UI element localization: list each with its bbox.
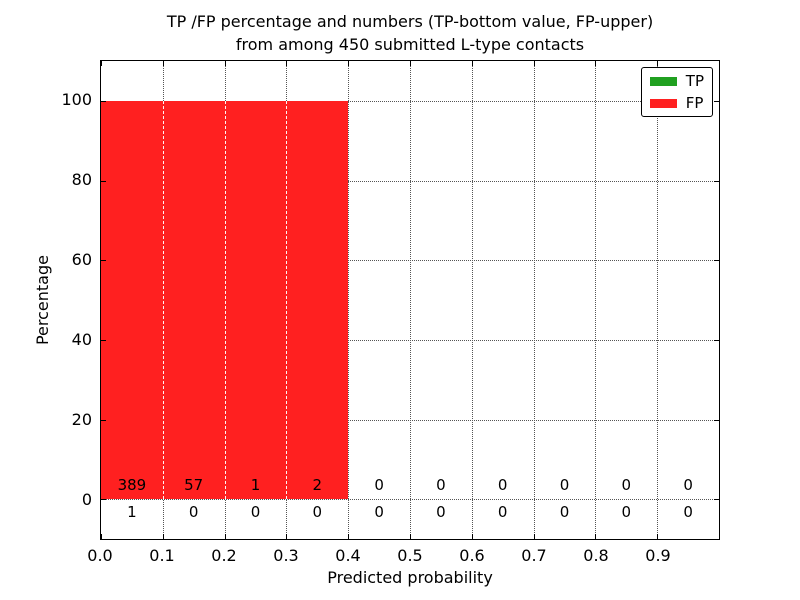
legend-item-tp: TP [649,72,704,90]
x-tick-label: 0.9 [645,546,671,565]
x-tick-bottom [162,534,164,539]
y-gridline [101,499,719,501]
x-tick-top [533,61,535,66]
fp-count-label: 0 [621,476,632,495]
tp-count-label: 0 [188,503,199,522]
legend-swatch-tp [649,76,677,86]
fp-bar [162,100,225,500]
x-tick-top [410,61,411,66]
fp-count-label: 0 [683,476,693,495]
y-tick-left [101,339,106,341]
x-tick-label: 0.0 [87,546,113,565]
tp-count-label: 0 [621,503,632,522]
x-tick-label: 0.4 [335,546,361,565]
fp-count-label: 2 [312,476,323,495]
plot-area: 389 57 1 2 0 0 0 0 0 0 1 0 0 0 0 0 0 0 0 0 TP FP [100,60,720,540]
x-tick-label: 0.3 [273,546,299,565]
fp-count-label: 389 [117,476,147,495]
tp-count-label: 0 [436,503,446,522]
legend-label-tp: TP [685,72,704,90]
fp-count-label: 0 [497,476,508,495]
y-tick-label: 60 [71,250,92,269]
fp-bar [286,100,349,500]
x-tick-top [348,61,350,66]
fp-count-label: 0 [559,476,570,495]
y-tick-label: 40 [71,330,92,349]
tp-count-label: 0 [497,503,508,522]
x-tick-bottom [348,534,350,539]
legend: TP FP [640,67,713,117]
x-tick-top [286,61,288,66]
y-tick-label: 100 [61,90,92,109]
y-tick-right [714,100,719,102]
tp-count-label: 0 [374,503,384,522]
y-gridline [101,100,719,102]
x-tick-bottom [471,534,473,539]
x-gridline [533,61,535,539]
fp-bar [101,100,163,500]
x-tick-top [101,61,102,66]
legend-item-fp: FP [649,94,704,112]
x-tick-top [657,61,659,66]
fp-count-label: 0 [436,476,446,495]
y-tick-right [714,260,719,262]
y-tick-left [101,499,106,501]
x-gridline [595,61,597,539]
fp-count-label: 1 [250,476,261,495]
x-tick-label: 0.6 [459,546,485,565]
x-tick-label: 0.5 [397,546,423,565]
fp-bar [224,100,287,500]
x-tick-bottom [410,534,411,539]
x-axis-label: Predicted probability [327,568,493,587]
y-gridline [101,339,719,341]
tp-count-label: 0 [312,503,323,522]
fp-count-label: 57 [184,476,204,495]
y-tick-left [101,180,106,182]
x-tick-bottom [595,534,597,539]
y-tick-label: 0 [81,490,92,509]
x-tick-top [224,61,226,66]
y-tick-label: 20 [71,410,92,429]
x-gridline [657,61,659,539]
y-gridline [101,419,719,421]
y-tick-right [714,419,719,421]
x-tick-label: 0.8 [583,546,609,565]
chart-title-line2: from among 450 submitted L-type contacts [235,35,585,54]
y-tick-right [714,339,719,341]
x-gridline [471,61,473,539]
x-tick-bottom [101,534,102,539]
x-tick-bottom [657,534,659,539]
x-gridline [348,61,350,539]
chart-title: TP /FP percentage and numbers (TP-bottom… [100,10,720,56]
y-tick-right [714,499,719,501]
x-gridline [410,61,411,539]
x-tick-top [595,61,597,66]
x-tick-label: 0.7 [521,546,547,565]
x-tick-label: 0.2 [211,546,237,565]
x-tick-label: 0.1 [149,546,175,565]
fp-count-label: 0 [374,476,384,495]
chart-title-line1: TP /FP percentage and numbers (TP-bottom… [166,12,654,31]
y-gridline [101,260,719,262]
legend-swatch-fp [649,98,677,108]
tp-count-label: 1 [127,503,137,522]
x-tick-bottom [533,534,535,539]
tp-count-label: 0 [683,503,693,522]
x-tick-bottom [224,534,226,539]
legend-label-fp: FP [685,94,704,112]
y-tick-left [101,100,106,102]
y-tick-label: 80 [71,170,92,189]
y-gridline [101,180,719,182]
tp-count-label: 0 [559,503,570,522]
y-tick-left [101,260,106,262]
x-tick-top [162,61,164,66]
tp-count-label: 0 [250,503,261,522]
x-tick-bottom [286,534,288,539]
y-tick-right [714,180,719,182]
y-tick-left [101,419,106,421]
y-axis-label: Percentage [33,255,52,346]
x-tick-top [471,61,473,66]
